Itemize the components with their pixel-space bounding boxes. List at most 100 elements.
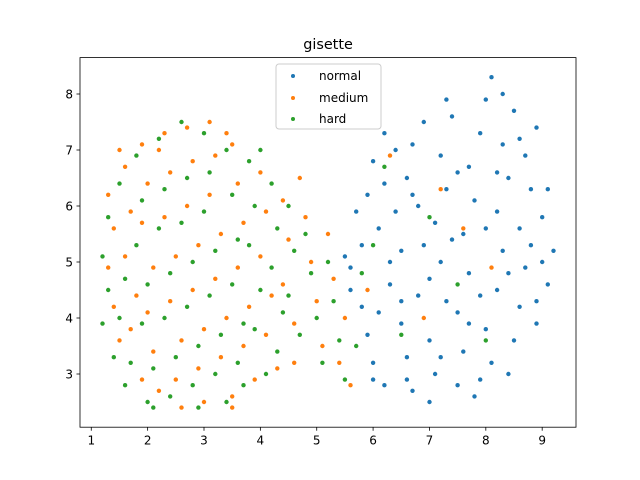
point-normal xyxy=(551,248,556,253)
point-medium xyxy=(213,276,218,281)
legend-marker-normal xyxy=(291,74,295,78)
point-hard xyxy=(286,293,291,298)
point-hard xyxy=(258,147,263,153)
y-tick-label: 4 xyxy=(65,311,73,325)
point-medium xyxy=(201,327,207,332)
point-hard xyxy=(196,405,201,410)
point-normal xyxy=(382,131,387,136)
point-normal xyxy=(500,91,505,97)
point-normal xyxy=(438,355,443,360)
point-hard xyxy=(314,315,319,321)
point-normal xyxy=(348,287,353,293)
point-hard xyxy=(168,394,173,399)
point-hard xyxy=(230,192,235,197)
point-hard xyxy=(269,265,274,270)
point-medium xyxy=(201,399,207,405)
series-medium xyxy=(106,119,494,410)
point-hard xyxy=(286,203,291,209)
point-normal xyxy=(359,304,364,309)
point-normal xyxy=(449,237,455,242)
point-hard xyxy=(455,282,460,287)
point-medium xyxy=(258,254,263,259)
point-medium xyxy=(196,243,201,248)
point-normal xyxy=(534,321,539,326)
point-medium xyxy=(292,360,297,365)
point-medium xyxy=(190,287,195,293)
legend-label-medium: medium xyxy=(319,91,368,105)
point-hard xyxy=(427,215,432,220)
point-medium xyxy=(421,315,426,321)
point-normal xyxy=(393,147,398,153)
series-hard xyxy=(100,119,488,410)
legend-box xyxy=(275,63,382,130)
point-normal xyxy=(427,276,432,281)
point-medium xyxy=(263,209,269,214)
point-hard xyxy=(224,147,229,153)
point-medium xyxy=(122,254,128,259)
point-medium xyxy=(190,159,195,164)
point-medium xyxy=(139,377,145,382)
point-normal xyxy=(455,310,460,315)
point-normal xyxy=(416,203,421,209)
chart-title: gisette xyxy=(303,37,353,53)
point-medium xyxy=(230,142,235,147)
point-hard xyxy=(145,282,150,287)
y-axis-ticks: 3 4 5 6 7 8 xyxy=(65,87,80,381)
point-medium xyxy=(179,338,184,343)
point-medium xyxy=(151,265,156,270)
point-medium xyxy=(224,315,229,321)
point-hard xyxy=(275,349,280,354)
point-medium xyxy=(235,265,240,270)
point-normal xyxy=(506,271,511,276)
x-tick-label: 8 xyxy=(482,434,490,448)
point-normal xyxy=(500,248,505,253)
point-hard xyxy=(241,321,246,326)
point-medium xyxy=(365,287,370,293)
point-normal xyxy=(494,170,500,175)
point-medium xyxy=(156,388,162,393)
point-normal xyxy=(511,338,517,343)
point-medium xyxy=(122,164,128,169)
point-hard xyxy=(207,170,212,175)
point-medium xyxy=(139,220,145,225)
point-medium xyxy=(207,119,212,125)
point-normal xyxy=(494,287,500,293)
point-hard xyxy=(241,383,246,388)
point-medium xyxy=(213,153,218,158)
point-hard xyxy=(218,332,224,337)
point-hard xyxy=(213,248,218,253)
y-tick-label: 6 xyxy=(65,199,73,213)
point-medium xyxy=(438,187,443,192)
legend-label-hard: hard xyxy=(319,112,346,126)
point-hard xyxy=(173,355,178,360)
point-normal xyxy=(540,259,545,265)
point-hard xyxy=(325,259,331,265)
x-axis-ticks: 1 2 3 4 5 6 7 8 9 xyxy=(87,427,546,448)
point-medium xyxy=(184,125,190,130)
point-normal xyxy=(511,108,517,114)
point-normal xyxy=(404,355,410,360)
point-medium xyxy=(269,293,274,298)
point-hard xyxy=(179,220,184,225)
point-hard xyxy=(382,164,387,169)
point-medium xyxy=(111,226,117,231)
point-hard xyxy=(252,327,257,332)
point-hard xyxy=(122,276,128,281)
point-hard xyxy=(100,254,105,259)
legend-marker-medium xyxy=(291,96,295,100)
point-normal xyxy=(410,142,415,147)
point-normal xyxy=(500,142,505,147)
point-normal xyxy=(432,371,438,377)
point-normal xyxy=(545,282,550,287)
point-medium xyxy=(145,181,150,186)
point-hard xyxy=(201,209,207,214)
point-medium xyxy=(387,153,393,158)
point-medium xyxy=(207,192,212,197)
x-tick-label: 5 xyxy=(313,434,321,448)
point-hard xyxy=(201,131,207,136)
point-hard xyxy=(122,383,128,388)
point-medium xyxy=(320,343,325,349)
point-hard xyxy=(252,203,257,209)
point-hard xyxy=(156,136,162,141)
point-medium xyxy=(173,377,178,382)
